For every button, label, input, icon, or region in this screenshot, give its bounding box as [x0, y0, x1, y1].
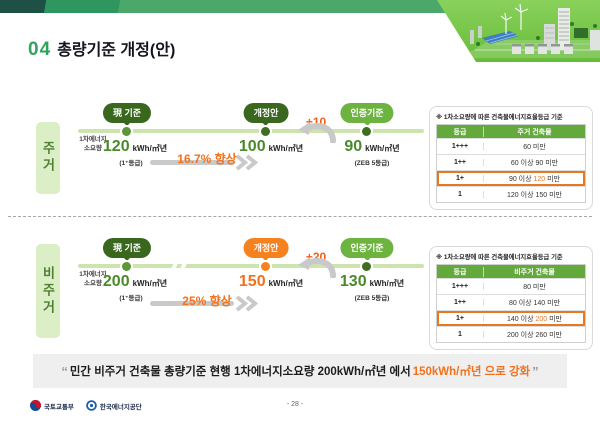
improvement-arrow-icon	[150, 295, 259, 312]
nonresidential-revised-pill: 개정안	[243, 238, 289, 261]
residential-cert-value: 90 kWh/㎡년	[344, 138, 400, 155]
eco-city-illustration	[437, 0, 600, 62]
open-quote: “	[61, 363, 68, 379]
nonresidential-current-grade: (1⁺등급)	[119, 295, 143, 302]
quote-text: 민간 비주거 건축물 총량기준 현행 1차에너지소요량 200kWh/㎡년 에서	[69, 366, 411, 378]
molit-logo: 국토교통부	[30, 400, 74, 411]
table-row: 1 120 이상 150 미만	[437, 186, 585, 202]
table-row-highlighted: 1+ 140 이상 200 미만	[437, 310, 585, 326]
nonresidential-revised-value: 150 kWh/㎡년	[238, 273, 304, 290]
page-title: 04 총량기준 개정(안)	[28, 36, 175, 61]
nonresidential-label: 비주거	[36, 244, 60, 338]
nonresidential-improvement-label: 25% 향상	[182, 294, 232, 308]
residential-revised-pill: 개정안	[243, 103, 289, 126]
summary-quote-bar: “ 민간 비주거 건축물 총량기준 현행 1차에너지소요량 200kWh/㎡년 …	[33, 354, 567, 388]
header-band	[0, 0, 460, 13]
footer-logos: 국토교통부 한국에너지공단	[30, 400, 142, 411]
page-title-number: 04	[28, 39, 52, 60]
page-number: - 28 -	[286, 401, 304, 408]
residential-cert-grade: (ZEB 5등급)	[354, 160, 390, 167]
residential-label: 주거	[36, 122, 60, 194]
timeline-dot	[261, 127, 270, 136]
taegeuk-icon	[30, 400, 41, 411]
nonresidential-current-value: 200 kWh/㎡년	[102, 273, 168, 290]
table-row: 1 200 이상 260 미만	[437, 326, 585, 342]
energy-agency-logo: 한국에너지공단	[86, 400, 142, 411]
table-row: 1+++ 60 미만	[437, 138, 585, 154]
table-header-row: 등급 비주거 건축물	[437, 265, 585, 278]
residential-current-grade: (1⁺등급)	[119, 160, 143, 167]
curved-arrow-icon	[298, 122, 336, 143]
table-row: 1+++ 80 미만	[437, 278, 585, 294]
residential-current-value: 120 kWh/㎡년	[102, 138, 168, 155]
improvement-arrow-icon	[150, 154, 259, 171]
page-title-text: 총량기준 개정(안)	[57, 42, 176, 59]
table-header-row: 등급 주거 건축물	[437, 125, 585, 138]
timeline-dot	[362, 262, 371, 271]
residential-timeline	[78, 129, 424, 133]
nonresidential-current-pill: 現 기준	[102, 238, 152, 261]
nonresidential-cert-pill: 인증기준	[340, 238, 394, 261]
nonresidential-timeline	[78, 264, 424, 268]
timeline-dot	[122, 127, 131, 136]
nonresidential-axis-label: 1차에너지 소요량	[79, 271, 107, 287]
eco-city-svg	[437, 0, 600, 62]
quote-highlight: 150kWh/㎡년 으로 강화	[412, 366, 531, 378]
close-quote: ”	[532, 363, 539, 379]
curved-arrow-icon	[298, 257, 336, 278]
timeline-dot	[261, 262, 270, 271]
residential-cert-pill: 인증기준	[340, 103, 394, 126]
table-note: ※ 1차소요량에 따른 건축물에너지효율등급 기준	[436, 254, 563, 261]
table-note: ※ 1차소요량에 따른 건축물에너지효율등급 기준	[436, 114, 563, 121]
grade-table-residential: ※ 1차소요량에 따른 건축물에너지효율등급 기준 등급 주거 건축물 1+++…	[429, 106, 593, 210]
nonresidential-cert-value: 130 kWh/㎡년	[339, 273, 405, 290]
residential-axis-label: 1차에너지 소요량	[79, 136, 107, 152]
residential-current-pill: 現 기준	[102, 103, 152, 126]
table-row: 1++ 80 이상 140 미만	[437, 294, 585, 310]
residential-revised-value: 100 kWh/㎡년	[238, 138, 304, 155]
timeline-dot	[122, 262, 131, 271]
nonresidential-cert-grade: (ZEB 5등급)	[354, 295, 390, 302]
energy-agency-icon	[86, 400, 97, 411]
residential-improvement-label: 16.7% 향상	[177, 152, 237, 166]
section-divider	[8, 216, 592, 217]
timeline-dot	[362, 127, 371, 136]
table-row: 1++ 60 이상 90 미만	[437, 154, 585, 170]
table-row-highlighted: 1+ 90 이상 120 미만	[437, 170, 585, 186]
grade-table-nonresidential: ※ 1차소요량에 따른 건축물에너지효율등급 기준 등급 비주거 건축물 1++…	[429, 246, 593, 350]
